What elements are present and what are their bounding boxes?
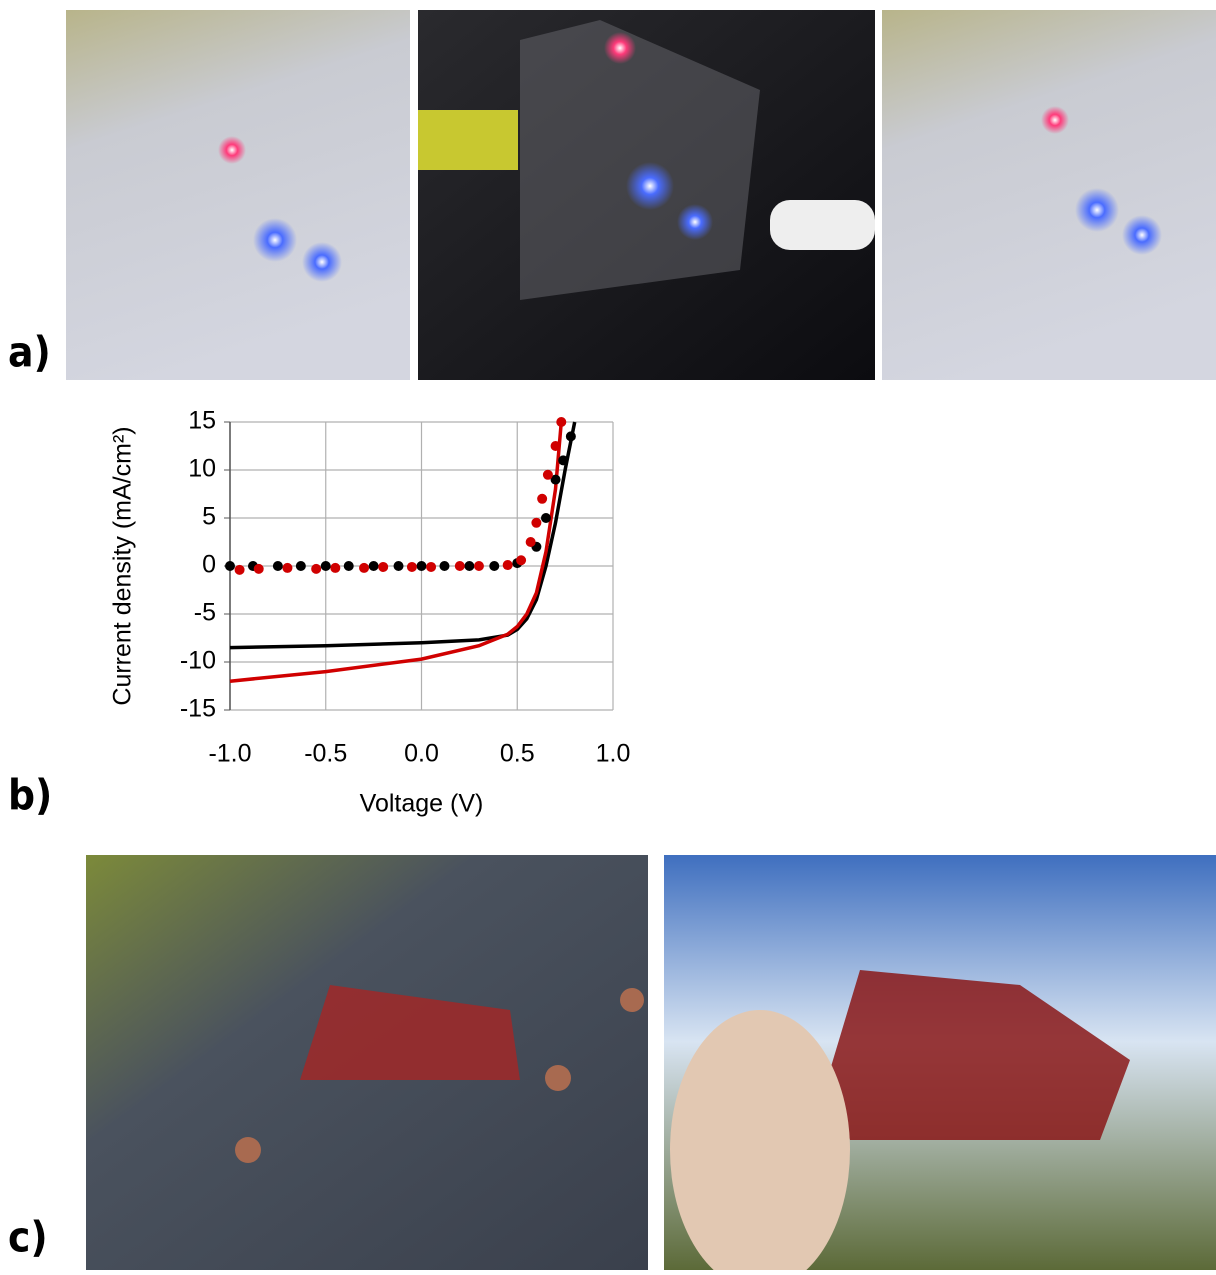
y-axis-title: Current density (mA/cm²) [109, 426, 137, 705]
x-tick-label: -0.5 [304, 740, 347, 768]
x-tick-label: 0.5 [500, 740, 535, 768]
rivet [235, 1137, 261, 1163]
data-point [394, 561, 404, 571]
data-point [254, 564, 264, 574]
data-point [321, 561, 331, 571]
panel-label: b) [8, 771, 52, 820]
data-point [296, 561, 306, 571]
photo [66, 10, 410, 380]
data-point [426, 562, 436, 572]
led [218, 136, 246, 164]
clip [770, 200, 875, 250]
data-point [541, 513, 551, 523]
data-point [531, 518, 541, 528]
y-tick-label: -10 [180, 647, 216, 675]
data-point [474, 561, 484, 571]
clip [418, 110, 518, 170]
data-point [464, 561, 474, 571]
rivet [545, 1065, 571, 1091]
figure: a) b) c) -1.0 -0.5 0.0 0.5 1.0 -15 -10 -5 0 5 10 15… [0, 0, 1216, 1270]
data-point [273, 561, 283, 571]
data-point [516, 555, 526, 565]
y-tick-label: -15 [180, 695, 216, 723]
data-point [537, 494, 547, 504]
led [626, 162, 674, 210]
data-point [235, 565, 245, 575]
y-tick-label: 0 [202, 551, 216, 579]
data-point [330, 563, 340, 573]
y-tick-label: -5 [194, 599, 216, 627]
data-point [566, 431, 576, 441]
data-point [455, 561, 465, 571]
led [1075, 188, 1119, 232]
chart: -1.0 -0.5 0.0 0.5 1.0 -15 -10 -5 0 5 10 15 Voltage (… [109, 407, 631, 818]
data-point [558, 455, 568, 465]
data-point [359, 563, 369, 573]
led [1041, 106, 1069, 134]
photos [66, 10, 1216, 1270]
data-point [543, 470, 553, 480]
led [253, 218, 297, 262]
data-point [439, 561, 449, 571]
y-tick-label: 10 [188, 455, 216, 483]
data-point [526, 537, 536, 547]
data-point [556, 417, 566, 427]
rivet [620, 988, 644, 1012]
data-point [311, 564, 321, 574]
x-tick-label: 1.0 [596, 740, 631, 768]
led [604, 32, 636, 64]
panel-label: a) [8, 328, 51, 377]
data-point [503, 560, 513, 570]
led [1122, 215, 1162, 255]
data-point [282, 563, 292, 573]
y-tick-label: 5 [202, 503, 216, 531]
data-point [344, 561, 354, 571]
data-point [489, 561, 499, 571]
data-point [378, 562, 388, 572]
y-tick-label: 15 [188, 407, 216, 435]
data-point [417, 561, 427, 571]
data-point [551, 441, 561, 451]
x-tick-label: -1.0 [208, 740, 251, 768]
panel-label: c) [8, 1213, 48, 1262]
data-point [225, 561, 235, 571]
data-point [369, 561, 379, 571]
x-axis-title: Voltage (V) [360, 790, 484, 818]
photo [882, 10, 1216, 380]
led [677, 204, 713, 240]
led [302, 242, 342, 282]
x-tick-label: 0.0 [404, 740, 439, 768]
data-point [407, 562, 417, 572]
